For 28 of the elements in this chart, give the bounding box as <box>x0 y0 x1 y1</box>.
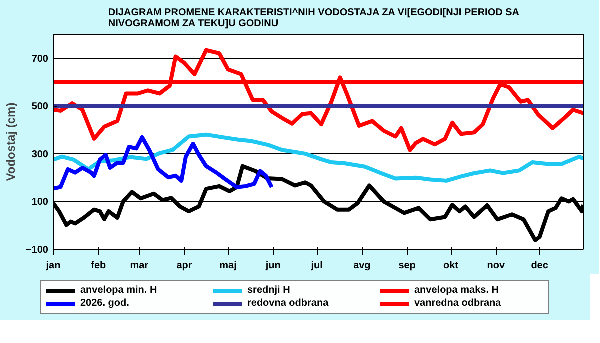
x-tick-label: maj <box>220 260 238 272</box>
legend-label: vanredna odbrana <box>414 298 502 309</box>
legend-label: anvelopa maks. H <box>414 285 500 296</box>
x-tick-label: feb <box>91 260 106 272</box>
y-tick-label: 500 <box>32 102 49 113</box>
x-tick-label: dec <box>531 260 549 272</box>
x-tick-label: okt <box>444 260 460 272</box>
x-tick-label: apr <box>176 260 192 272</box>
x-tick-label: sep <box>398 260 416 272</box>
y-tick-label: 700 <box>32 54 49 65</box>
legend-label: 2026. god. <box>80 298 130 309</box>
legend-label: srednji H <box>248 285 292 296</box>
legend-label: redovna odbrana <box>248 298 330 309</box>
chart-title: DIJAGRAM PROMENE KARAKTERISTI^NIH VODOSTAJA ZA VI[EGODI[NJI PERIOD SA NIVOGRAMOM ZA TEKU]U GODINU <box>108 8 520 30</box>
y-axis-title: Vodostaj (cm) <box>4 102 18 182</box>
y-tick-label: 300 <box>32 149 49 160</box>
y-tick-label: −100 <box>26 245 49 256</box>
legend-label: anvelopa min. H <box>80 285 158 296</box>
x-tick-label: nov <box>487 260 506 272</box>
line-series <box>54 132 584 183</box>
x-tick-label: mar <box>130 260 149 272</box>
x-tick-label: jan <box>45 260 61 272</box>
line-series <box>54 48 584 152</box>
line-series <box>54 135 274 191</box>
y-tick-label: 100 <box>32 197 49 208</box>
x-tick-label: jun <box>264 260 281 272</box>
x-tick-label: jul <box>310 260 324 272</box>
x-tick-label: avg <box>354 260 371 272</box>
